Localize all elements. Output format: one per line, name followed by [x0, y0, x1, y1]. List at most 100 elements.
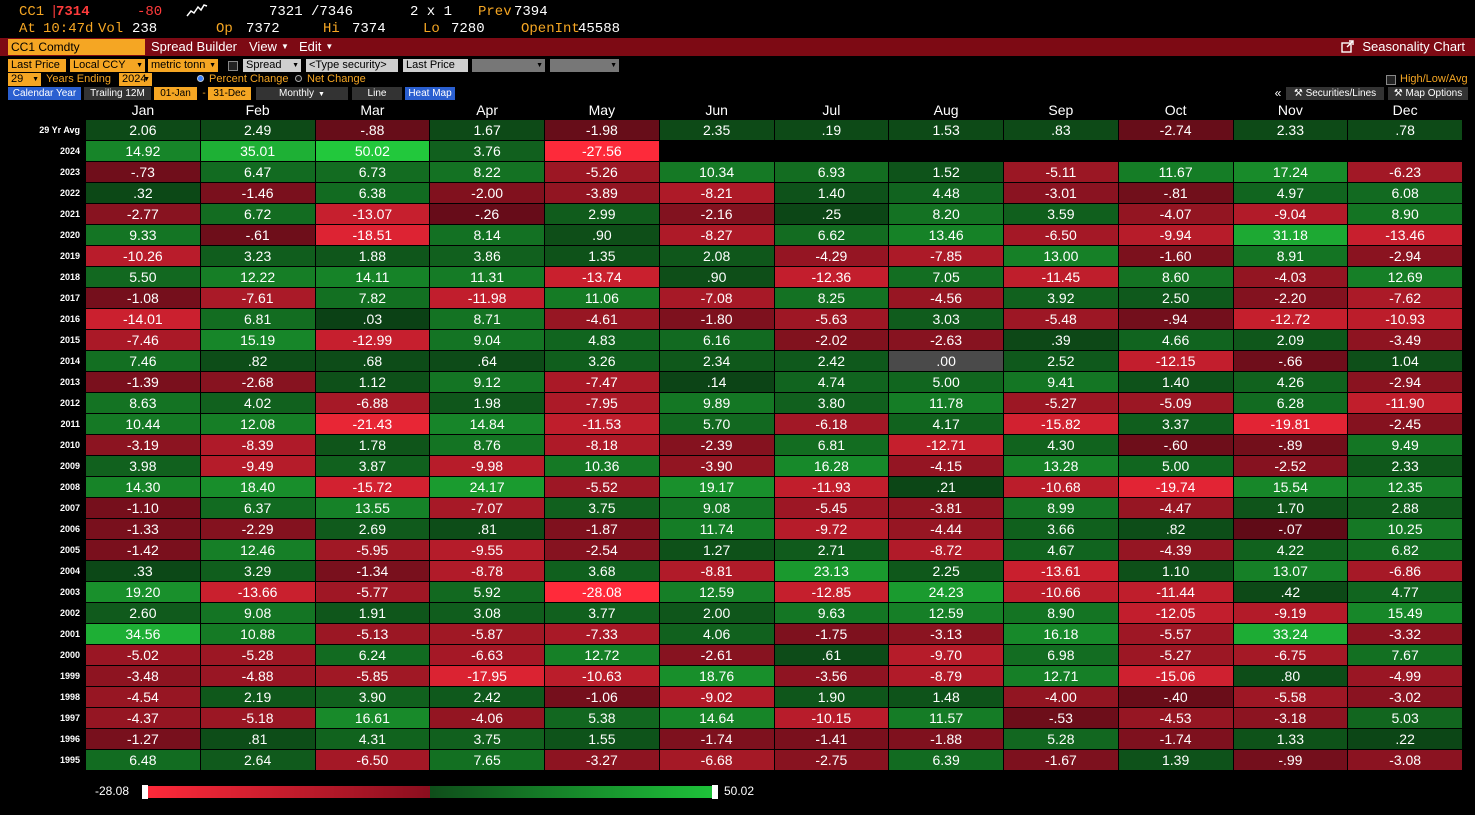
heat-cell[interactable]: 1.39 [1118, 750, 1233, 770]
heat-cell[interactable]: 8.14 [430, 225, 544, 245]
heat-cell[interactable]: 4.97 [1233, 183, 1348, 203]
heat-cell[interactable]: -9.19 [1233, 603, 1348, 623]
heat-cell[interactable]: 12.08 [200, 414, 315, 434]
heat-cell[interactable]: .33 [86, 561, 200, 581]
heat-cell[interactable]: -.73 [86, 162, 200, 182]
heat-cell[interactable]: -4.53 [1118, 708, 1233, 728]
heat-cell[interactable]: 12.22 [200, 267, 315, 287]
heat-cell[interactable]: 2.71 [774, 540, 889, 560]
heat-cell[interactable]: 8.99 [1004, 498, 1118, 518]
heat-cell[interactable]: -6.50 [1004, 225, 1118, 245]
heat-cell[interactable]: -12.36 [774, 267, 889, 287]
heat-cell[interactable]: 10.88 [200, 624, 315, 644]
heat-cell[interactable]: 4.02 [200, 393, 315, 413]
heat-cell[interactable]: 4.48 [889, 183, 1003, 203]
heat-cell[interactable]: 3.75 [430, 729, 544, 749]
heat-cell[interactable]: -3.32 [1348, 624, 1462, 644]
heat-cell[interactable]: 6.98 [1004, 645, 1118, 665]
heat-cell[interactable]: -5.48 [1004, 309, 1118, 329]
heat-cell[interactable]: -8.78 [430, 561, 544, 581]
heat-cell[interactable]: -5.63 [774, 309, 889, 329]
heat-cell[interactable]: -1.33 [86, 519, 200, 539]
heat-cell[interactable]: -2.74 [1118, 120, 1233, 140]
heat-cell[interactable]: 1.48 [889, 687, 1003, 707]
heat-cell[interactable]: -5.52 [545, 477, 659, 497]
heat-cell[interactable]: -5.02 [86, 645, 200, 665]
heat-cell[interactable]: .90 [659, 267, 774, 287]
heat-map-view-button[interactable]: Heat Map [405, 87, 455, 100]
heat-cell[interactable]: -5.95 [315, 540, 430, 560]
heat-cell[interactable]: 16.18 [1004, 624, 1118, 644]
heat-cell[interactable]: 1.88 [315, 246, 430, 266]
heat-cell[interactable]: -2.94 [1348, 246, 1462, 266]
heat-cell[interactable]: 6.38 [315, 183, 430, 203]
heat-cell[interactable]: 2.42 [430, 687, 544, 707]
heat-cell[interactable]: .39 [1004, 330, 1118, 350]
heat-cell[interactable]: -11.90 [1348, 393, 1462, 413]
heat-cell[interactable]: .80 [1233, 666, 1348, 686]
heat-cell[interactable]: -5.27 [1118, 645, 1233, 665]
heat-cell[interactable]: -1.75 [774, 624, 889, 644]
heat-cell[interactable]: 24.17 [430, 477, 544, 497]
heat-cell[interactable]: -7.85 [889, 246, 1003, 266]
heat-cell[interactable]: 12.46 [200, 540, 315, 560]
heat-cell[interactable]: -13.46 [1348, 225, 1462, 245]
heat-cell[interactable]: -2.61 [659, 645, 774, 665]
heat-cell[interactable]: 3.08 [430, 603, 544, 623]
heat-cell[interactable]: -5.58 [1233, 687, 1348, 707]
heat-cell[interactable]: .81 [430, 519, 544, 539]
heat-cell[interactable]: 6.81 [200, 309, 315, 329]
heat-cell[interactable]: -28.08 [545, 582, 659, 602]
heat-cell[interactable]: 9.08 [200, 603, 315, 623]
heat-cell[interactable]: .32 [86, 183, 200, 203]
heat-cell[interactable]: -14.01 [86, 309, 200, 329]
heat-cell[interactable]: -.53 [1004, 708, 1118, 728]
heat-cell[interactable]: -10.63 [545, 666, 659, 686]
heat-cell[interactable]: -3.49 [1348, 330, 1462, 350]
heat-cell[interactable]: -8.39 [200, 435, 315, 455]
heat-cell[interactable]: -11.44 [1118, 582, 1233, 602]
heat-cell[interactable]: 2.09 [1233, 330, 1348, 350]
heat-cell[interactable]: .83 [1004, 120, 1118, 140]
heat-cell[interactable]: 16.28 [774, 456, 889, 476]
heat-cell[interactable]: -3.01 [1004, 183, 1118, 203]
heat-cell[interactable]: .22 [1348, 729, 1462, 749]
heat-cell[interactable]: 1.53 [889, 120, 1003, 140]
legend-max-handle[interactable] [712, 785, 718, 799]
heat-cell[interactable]: 1.55 [545, 729, 659, 749]
heat-cell[interactable]: 6.37 [200, 498, 315, 518]
heat-cell[interactable]: 2.99 [545, 204, 659, 224]
heat-cell[interactable]: -19.74 [1118, 477, 1233, 497]
heat-cell[interactable]: -1.34 [315, 561, 430, 581]
heat-cell[interactable]: 8.25 [774, 288, 889, 308]
heat-cell[interactable]: 19.20 [86, 582, 200, 602]
heat-cell[interactable]: -5.57 [1118, 624, 1233, 644]
heat-cell[interactable]: -3.02 [1348, 687, 1462, 707]
heat-cell[interactable]: -1.67 [1004, 750, 1118, 770]
heat-cell[interactable]: -9.49 [200, 456, 315, 476]
heat-cell[interactable]: 1.40 [774, 183, 889, 203]
heat-cell[interactable]: -.88 [315, 120, 430, 140]
heat-cell[interactable]: .82 [1118, 519, 1233, 539]
heat-cell[interactable]: 13.00 [1004, 246, 1118, 266]
heat-cell[interactable]: 7.65 [430, 750, 544, 770]
heat-cell[interactable]: 11.57 [889, 708, 1003, 728]
heat-cell[interactable]: 9.49 [1348, 435, 1462, 455]
heat-cell[interactable]: 14.11 [315, 267, 430, 287]
heat-cell[interactable]: 5.38 [545, 708, 659, 728]
heat-cell[interactable]: -10.93 [1348, 309, 1462, 329]
sparkline-icon[interactable] [186, 2, 208, 24]
heat-cell[interactable]: 8.90 [1004, 603, 1118, 623]
heat-cell[interactable]: -6.23 [1348, 162, 1462, 182]
heat-cell[interactable]: -2.02 [774, 330, 889, 350]
heat-cell[interactable]: -13.61 [1004, 561, 1118, 581]
heat-cell[interactable]: 34.56 [86, 624, 200, 644]
spread-checkbox[interactable] [228, 61, 238, 71]
heat-cell[interactable]: 6.72 [200, 204, 315, 224]
heat-cell[interactable]: -10.26 [86, 246, 200, 266]
heat-cell[interactable]: 3.87 [315, 456, 430, 476]
line-view-button[interactable]: Line [352, 87, 402, 100]
heat-cell[interactable]: 3.29 [200, 561, 315, 581]
heat-cell[interactable]: 1.90 [774, 687, 889, 707]
heat-cell[interactable]: -9.02 [659, 687, 774, 707]
